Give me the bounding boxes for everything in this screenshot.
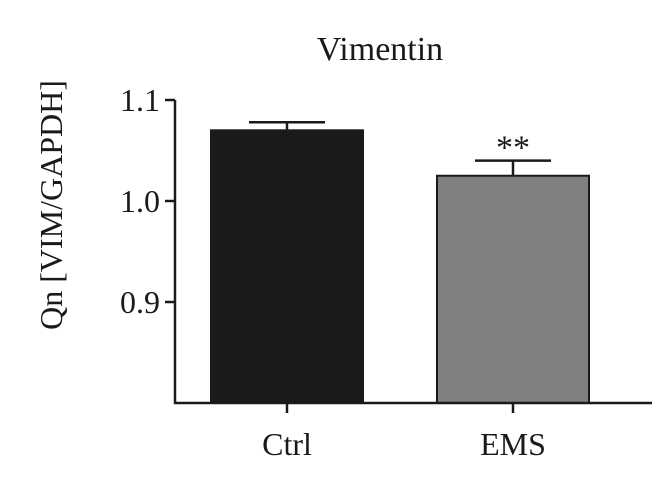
x-tick-label-ctrl: Ctrl bbox=[262, 426, 312, 462]
significance-marker: ** bbox=[496, 130, 530, 167]
y-tick-label: 1.1 bbox=[120, 82, 160, 118]
y-tick-label: 0.9 bbox=[120, 284, 160, 320]
y-axis-ticks: 0.9 1.0 1.1 bbox=[120, 82, 175, 320]
chart-marks: ** bbox=[210, 120, 590, 405]
y-axis-label: Qn [VIM/GAPDH] bbox=[33, 80, 69, 330]
bar-ems bbox=[436, 174, 590, 404]
x-axis-ticks: Ctrl EMS bbox=[262, 403, 546, 462]
bar-ctrl bbox=[210, 129, 364, 405]
chart-title: Vimentin bbox=[317, 31, 443, 68]
y-tick-label: 1.0 bbox=[120, 183, 160, 219]
x-tick-label-ems: EMS bbox=[480, 426, 546, 462]
